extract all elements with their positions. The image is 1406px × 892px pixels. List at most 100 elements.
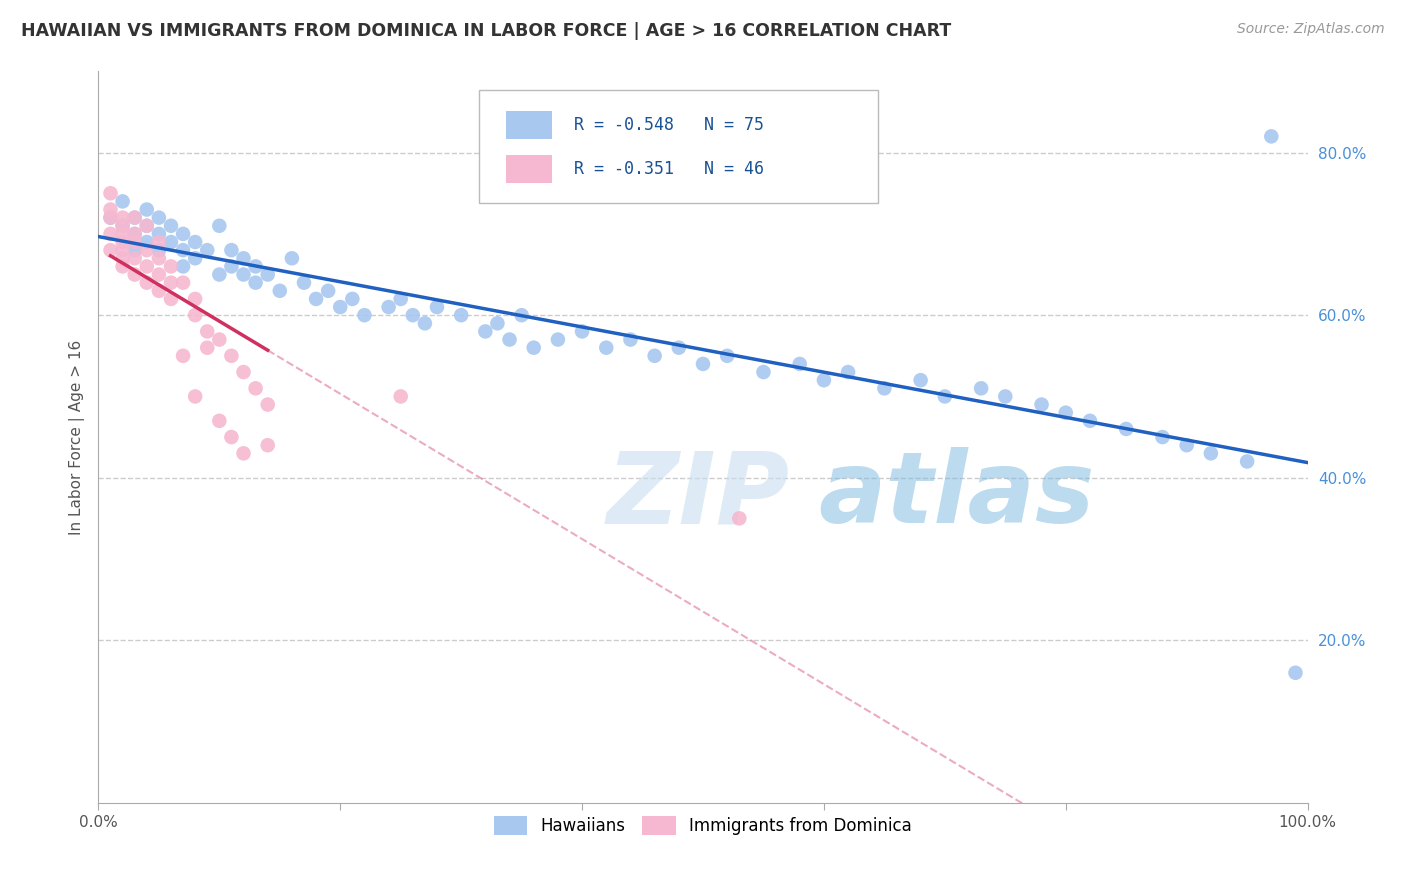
Point	[208, 219, 231, 233]
Point	[256, 438, 278, 452]
Point	[377, 300, 399, 314]
Point	[1115, 422, 1137, 436]
Point	[172, 260, 194, 274]
Point	[172, 243, 194, 257]
Point	[160, 276, 183, 290]
Point	[111, 260, 134, 274]
Point	[124, 211, 146, 225]
Point	[184, 389, 207, 403]
Point	[910, 373, 932, 387]
Point	[184, 292, 207, 306]
Point	[148, 268, 170, 282]
Text: atlas: atlas	[818, 447, 1094, 544]
Point	[111, 227, 134, 241]
Point	[100, 186, 122, 201]
Point	[124, 243, 146, 257]
Point	[668, 341, 690, 355]
Point	[752, 365, 775, 379]
Point	[172, 349, 194, 363]
Point	[148, 252, 170, 266]
Point	[547, 333, 569, 347]
Legend: Hawaiians, Immigrants from Dominica: Hawaiians, Immigrants from Dominica	[488, 809, 918, 842]
Point	[135, 260, 157, 274]
Point	[148, 227, 170, 241]
Point	[402, 308, 425, 322]
Point	[111, 235, 134, 249]
Point	[728, 511, 751, 525]
Point	[353, 308, 375, 322]
Point	[256, 398, 278, 412]
Point	[232, 268, 254, 282]
Point	[221, 430, 243, 444]
Point	[1152, 430, 1174, 444]
Point	[232, 446, 254, 460]
Point	[221, 260, 243, 274]
Point	[523, 341, 546, 355]
Point	[124, 227, 146, 241]
Point	[245, 260, 267, 274]
Point	[644, 349, 666, 363]
Point	[148, 243, 170, 257]
Point	[135, 219, 157, 233]
Point	[1078, 414, 1101, 428]
Point	[148, 284, 170, 298]
Point	[184, 308, 207, 322]
Point	[1260, 129, 1282, 144]
Point	[692, 357, 714, 371]
Text: Source: ZipAtlas.com: Source: ZipAtlas.com	[1237, 22, 1385, 37]
Point	[450, 308, 472, 322]
Point	[269, 284, 291, 298]
Point	[281, 252, 304, 266]
Point	[1284, 665, 1306, 680]
Point	[413, 316, 436, 330]
Point	[245, 276, 267, 290]
Y-axis label: In Labor Force | Age > 16: In Labor Force | Age > 16	[69, 340, 84, 534]
Point	[329, 300, 352, 314]
Point	[100, 227, 122, 241]
Point	[813, 373, 835, 387]
Point	[245, 381, 267, 395]
FancyBboxPatch shape	[506, 111, 551, 138]
FancyBboxPatch shape	[506, 154, 551, 183]
Point	[221, 243, 243, 257]
Point	[510, 308, 533, 322]
Point	[389, 292, 412, 306]
Point	[837, 365, 859, 379]
Point	[100, 202, 122, 217]
Point	[124, 268, 146, 282]
Text: ZIP: ZIP	[606, 447, 789, 544]
Point	[232, 365, 254, 379]
Point	[1031, 398, 1053, 412]
Point	[184, 235, 207, 249]
Point	[389, 389, 412, 403]
Point	[111, 194, 134, 209]
Point	[595, 341, 617, 355]
Point	[256, 268, 278, 282]
Text: R = -0.351   N = 46: R = -0.351 N = 46	[574, 160, 763, 178]
Point	[184, 252, 207, 266]
Point	[160, 260, 183, 274]
Point	[208, 414, 231, 428]
Point	[135, 276, 157, 290]
Point	[208, 333, 231, 347]
Point	[208, 268, 231, 282]
Point	[195, 243, 218, 257]
Point	[148, 235, 170, 249]
Point	[195, 341, 218, 355]
Point	[148, 211, 170, 225]
Point	[135, 243, 157, 257]
Point	[160, 219, 183, 233]
Point	[316, 284, 339, 298]
Point	[873, 381, 896, 395]
FancyBboxPatch shape	[479, 90, 879, 203]
Point	[172, 227, 194, 241]
Point	[571, 325, 593, 339]
Point	[994, 389, 1017, 403]
Point	[474, 325, 496, 339]
Point	[135, 219, 157, 233]
Point	[111, 252, 134, 266]
Point	[934, 389, 956, 403]
Point	[160, 292, 183, 306]
Point	[160, 235, 183, 249]
Point	[1175, 438, 1198, 452]
